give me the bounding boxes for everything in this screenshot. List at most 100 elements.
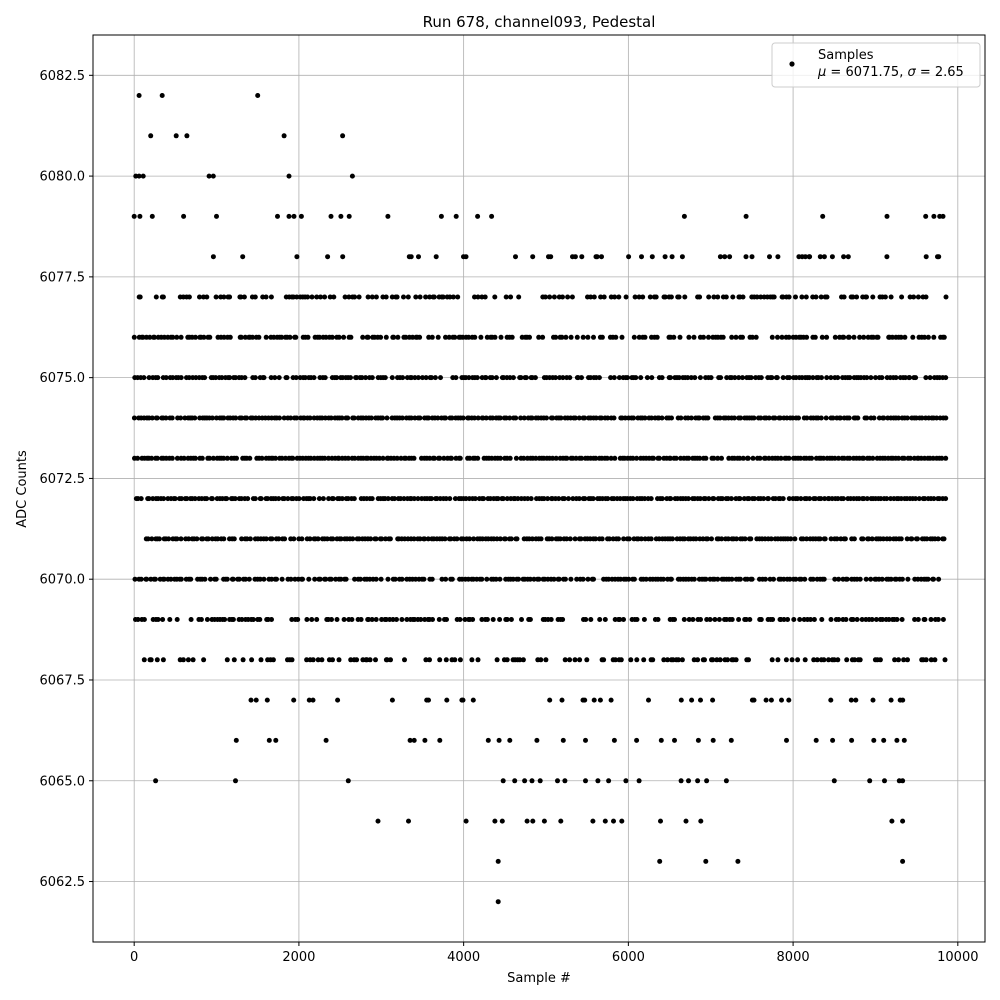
data-point [497,536,503,542]
data-point [484,617,490,622]
data-point [279,455,285,461]
data-point [302,375,308,381]
data-point [493,375,499,381]
data-point [478,334,484,340]
plot-frame [92,34,986,943]
data-point [740,334,745,340]
data-point [346,213,352,219]
data-point [312,576,318,582]
data-point [597,697,603,703]
data-point [286,213,292,219]
data-point [349,617,355,622]
data-point [913,375,919,381]
data-point [804,415,810,421]
data-point [668,375,673,381]
data-point [250,334,255,340]
y-tick-label: 6072.5 [40,472,86,487]
y-tick-label: 6067.5 [40,673,86,688]
data-point [841,254,847,260]
data-point [493,576,499,582]
data-point [475,455,481,461]
data-point [556,496,562,502]
data-point [178,375,184,381]
data-point [753,334,759,340]
data-point [340,133,346,139]
data-point [590,818,596,824]
legend-label-stats: μ = 6071.75, σ = 2.65 [817,65,964,80]
data-point [137,294,143,300]
data-point [188,576,194,582]
data-point [207,334,213,340]
data-point [915,536,920,542]
data-point [869,617,875,622]
data-point [675,657,681,663]
data-point [431,294,437,300]
data-point [828,697,834,703]
data-point [810,576,816,582]
data-point [423,294,429,300]
data-point [847,375,853,381]
data-point [304,617,310,622]
data-point [533,455,539,461]
data-point [186,294,192,300]
data-point [352,294,358,300]
data-point [273,737,279,743]
data-point [373,657,378,663]
data-point [330,496,336,502]
data-point [495,496,501,502]
data-point [221,294,227,300]
data-point [894,737,900,743]
data-point [516,294,522,300]
data-point [293,334,299,340]
data-point [263,536,269,542]
data-point [279,576,285,582]
data-point [508,294,514,300]
data-point [573,455,579,461]
data-point [385,213,391,219]
data-point [455,294,461,300]
data-point [463,254,469,260]
data-point [199,455,205,461]
data-point [751,697,757,703]
data-point [861,496,867,502]
data-point [621,617,626,622]
data-point [877,657,883,663]
data-point [758,617,764,622]
data-point [252,496,258,502]
data-point [383,294,389,300]
data-point [831,778,837,784]
data-point [536,576,542,582]
data-point [572,254,578,260]
data-point [751,415,757,421]
data-point [814,657,820,663]
data-point [499,818,505,824]
data-point [519,617,524,622]
data-point [781,576,787,582]
data-point [786,455,792,461]
data-point [154,455,160,461]
data-point [375,818,381,824]
data-point [360,334,366,340]
data-point [138,496,144,502]
data-point [612,294,618,300]
data-point [504,496,510,502]
data-point [503,294,509,300]
data-point [777,415,783,421]
data-point [412,375,418,381]
data-point [166,536,172,542]
data-point [768,536,774,542]
data-point [408,254,414,260]
data-point [338,576,344,582]
data-point [761,496,767,502]
data-point [244,415,250,421]
data-point [376,455,382,461]
data-point [425,536,431,542]
data-point [710,737,716,743]
data-point [479,617,485,622]
data-point [470,617,476,622]
data-point [146,496,152,502]
data-point [160,617,166,622]
data-point [578,536,584,542]
data-point [233,415,239,421]
data-point [270,657,276,663]
